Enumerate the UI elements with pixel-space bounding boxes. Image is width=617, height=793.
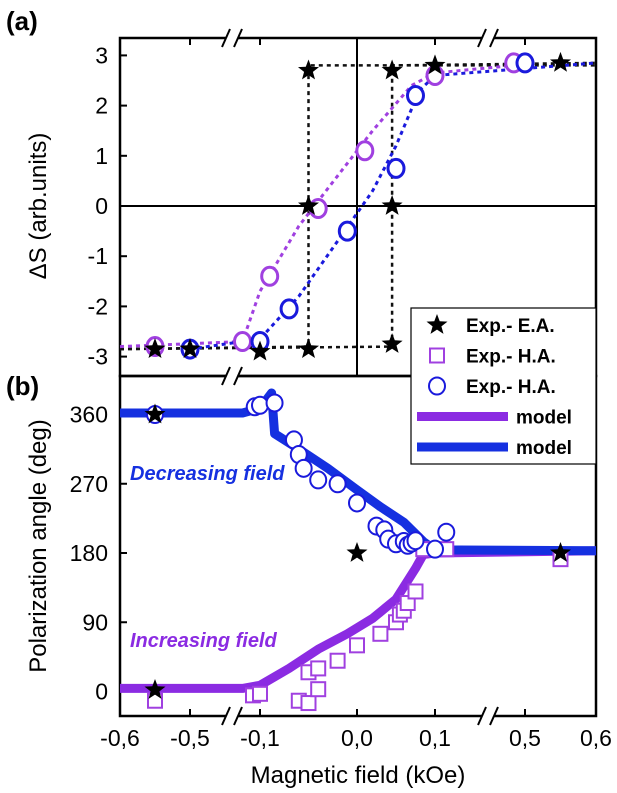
star-marker <box>550 51 571 72</box>
data-point-square-purple <box>310 660 327 677</box>
y-tick-label: 360 <box>70 402 108 428</box>
data-point-square-purple <box>349 637 365 654</box>
axis-break-slash <box>477 28 487 48</box>
legend-label: model <box>516 408 572 429</box>
data-point-circle-purple <box>233 331 252 353</box>
x-tick-label: 0,1 <box>419 725 451 751</box>
panel-label: (a) <box>6 6 38 36</box>
x-tick-label: -0,6 <box>100 725 140 751</box>
star-marker <box>346 542 368 562</box>
y-tick-label: -1 <box>88 243 108 269</box>
legend-label: Exp.- H.A. <box>466 347 556 368</box>
y-tick-label: 180 <box>70 540 108 566</box>
data-point-square-purple <box>300 695 317 712</box>
figure-common: Exp.- E.A. Exp.- H.A. Exp.- H.A. model model <box>221 24 597 730</box>
star-marker <box>144 679 166 699</box>
x-tick-label: -0,1 <box>240 725 280 751</box>
axis-break-slash <box>233 28 243 48</box>
data-point-circle-blue <box>265 393 284 413</box>
star-marker <box>550 542 571 562</box>
panel-b: (b) 0 90 180 270 360 -0,6 -0,5 -0,1 0,0 0,1 0,5 0,6 P… <box>6 371 612 789</box>
y-tick-label: 1 <box>95 143 108 169</box>
y-tick-label: 0 <box>95 679 108 705</box>
data-point-circle-blue <box>515 52 535 74</box>
axis-break-slash <box>477 706 487 726</box>
data-point-circle-blue <box>337 220 357 242</box>
x-tick-label: 0,6 <box>580 725 612 751</box>
y-tick-label: 0 <box>95 193 108 219</box>
axis-break-gap <box>226 24 238 52</box>
star-marker <box>298 195 319 215</box>
star-marker <box>424 54 446 75</box>
panel-label: (b) <box>6 371 39 401</box>
data-point-circle-blue <box>294 458 313 478</box>
data-point-circle-blue <box>406 531 425 551</box>
data-point-circle-blue <box>426 539 444 559</box>
legend-marker-square <box>429 347 445 364</box>
data-point-square-purple <box>407 583 424 600</box>
star-marker <box>298 338 319 358</box>
axis-break-slash <box>233 706 243 726</box>
data-point-circle-blue <box>348 493 366 513</box>
data-point-circle-blue <box>251 395 269 415</box>
data-point-circle-blue <box>309 470 328 490</box>
y-tick-label: 2 <box>95 93 108 119</box>
data-point-circle-blue <box>279 298 299 320</box>
data-point-circle-blue <box>386 157 406 179</box>
x-tick-label: 0,0 <box>341 725 373 751</box>
axis-break-gap <box>482 24 494 52</box>
star-marker <box>144 338 166 358</box>
axis-break-slash <box>489 28 499 48</box>
star-marker <box>298 59 319 80</box>
star-marker <box>381 195 403 215</box>
panel-a: (a) 3 2 1 0 -1 -2 -3 ΔS (arb.units) <box>6 6 598 378</box>
axis-break-slash <box>221 28 231 48</box>
star-marker <box>144 403 166 424</box>
x-tick-label: -0,5 <box>170 725 210 751</box>
data-point-square-purple <box>310 681 327 698</box>
y-tick-label: 3 <box>95 42 108 68</box>
x-axis-label: Magnetic field (kOe) <box>251 762 466 789</box>
legend-label: Exp.- H.A. <box>466 377 556 398</box>
star-marker <box>381 333 403 353</box>
y-tick-label: 270 <box>70 471 108 497</box>
data-point-circle-purple <box>355 140 375 162</box>
axis-break-slash <box>221 706 231 726</box>
data-point-circle-blue <box>328 474 347 494</box>
ha-guide-blue <box>189 61 597 351</box>
axis-break-gap <box>482 702 494 730</box>
star-marker <box>179 338 201 358</box>
star-marker <box>426 314 448 334</box>
data-point-circle-blue <box>406 85 425 107</box>
star-marker <box>249 340 271 361</box>
legend: Exp.- E.A. Exp.- H.A. Exp.- H.A. model model <box>410 307 597 465</box>
data-point-square-purple <box>329 652 346 669</box>
legend-label: model <box>516 438 572 459</box>
y-axis-label: Polarization angle (deg) <box>25 419 52 673</box>
data-point-circle-blue <box>437 522 456 542</box>
axis-break-slash <box>221 366 231 386</box>
axis-break-slash <box>489 706 499 726</box>
annotation-increasing: Increasing field <box>130 630 277 652</box>
data-point-square-purple <box>372 625 389 642</box>
axis-break-gap <box>226 362 238 390</box>
y-tick-label: 90 <box>82 609 108 635</box>
y-tick-label: -3 <box>88 344 108 370</box>
axis-break-slash <box>233 366 243 386</box>
y-tick-label: -2 <box>88 293 108 319</box>
data-point-square-purple <box>252 685 268 702</box>
star-marker <box>381 59 403 80</box>
model-line-purple <box>120 546 597 693</box>
legend-marker-circle <box>428 376 446 396</box>
legend-label: Exp.- E.A. <box>466 316 555 337</box>
y-axis-label: ΔS (arb.units) <box>25 133 52 280</box>
x-tick-label: 0,5 <box>509 725 541 751</box>
data-point-circle-purple <box>260 265 280 287</box>
axis-break-gap <box>226 702 238 730</box>
annotation-decreasing: Decreasing field <box>130 463 285 485</box>
